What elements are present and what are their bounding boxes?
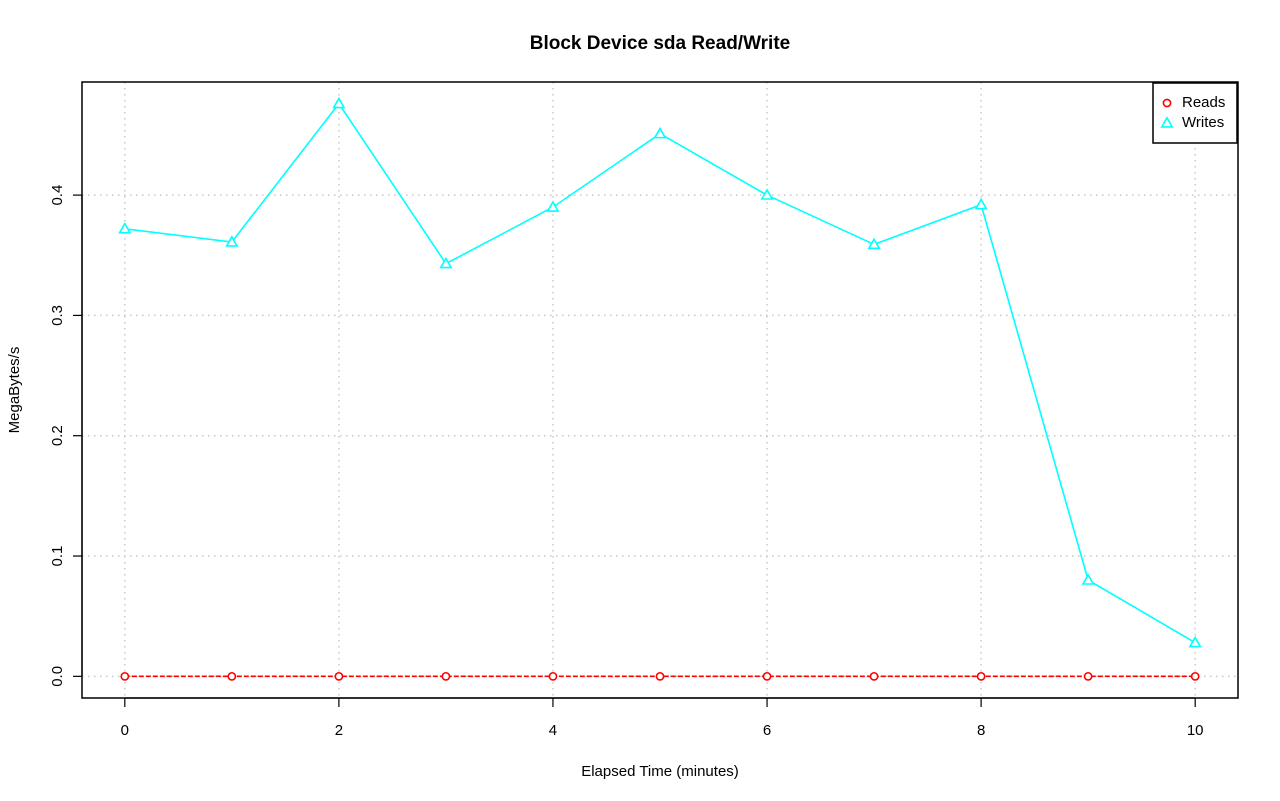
data-point-writes [225, 235, 239, 247]
x-axis: 0 2 4 6 8 10 [121, 697, 1204, 739]
legend-label-writes: Writes [1182, 114, 1224, 131]
data-point-reads [334, 671, 344, 681]
data-point-writes [546, 200, 560, 212]
data-point-reads [655, 671, 665, 681]
legend-marker-reads [1162, 98, 1172, 108]
data-point-reads [869, 671, 879, 681]
y-axis: 0.0 0.1 0.2 0.3 0.4 [49, 185, 83, 687]
x-tick-label: 10 [1187, 722, 1204, 739]
data-point-reads [1190, 671, 1200, 681]
data-point-reads [441, 671, 451, 681]
y-tick-label: 0.1 [49, 546, 66, 567]
legend-label-reads: Reads [1182, 94, 1225, 111]
series-layer [118, 96, 1202, 681]
legend-marker-writes [1160, 116, 1174, 128]
data-point-writes [439, 256, 453, 269]
data-point-reads [762, 671, 772, 681]
y-axis-label: MegaBytes/s [6, 347, 23, 434]
y-tick-label: 0.2 [49, 425, 66, 446]
data-point-reads [227, 671, 237, 681]
legend-box [1152, 82, 1238, 144]
data-point-writes [1188, 635, 1202, 648]
data-point-writes [867, 237, 881, 250]
x-tick-label: 8 [977, 722, 985, 739]
data-point-writes [1081, 573, 1095, 585]
x-tick-label: 0 [121, 722, 129, 739]
x-tick-label: 4 [549, 722, 557, 739]
plot-frame [81, 81, 1239, 699]
legend: Reads Writes [1152, 82, 1238, 144]
data-point-reads [1083, 671, 1093, 681]
data-point-reads [976, 671, 986, 681]
data-point-writes [653, 126, 667, 139]
y-tick-label: 0.4 [49, 185, 66, 206]
data-point-writes [332, 96, 346, 109]
data-point-writes [974, 197, 988, 210]
series-reads [120, 671, 1200, 681]
x-tick-label: 6 [763, 722, 771, 739]
data-point-writes [760, 188, 774, 200]
x-axis-label: Elapsed Time (minutes) [581, 763, 739, 780]
x-tick-label: 2 [335, 722, 343, 739]
series-writes [118, 96, 1202, 648]
series-line-writes [124, 102, 1196, 644]
y-tick-label: 0.3 [49, 305, 66, 326]
chart-title: Block Device sda Read/Write [530, 33, 790, 54]
data-point-reads [548, 671, 558, 681]
data-point-writes [118, 221, 132, 234]
data-point-reads [120, 671, 130, 681]
grid [82, 82, 1238, 698]
y-tick-label: 0.0 [49, 666, 66, 687]
